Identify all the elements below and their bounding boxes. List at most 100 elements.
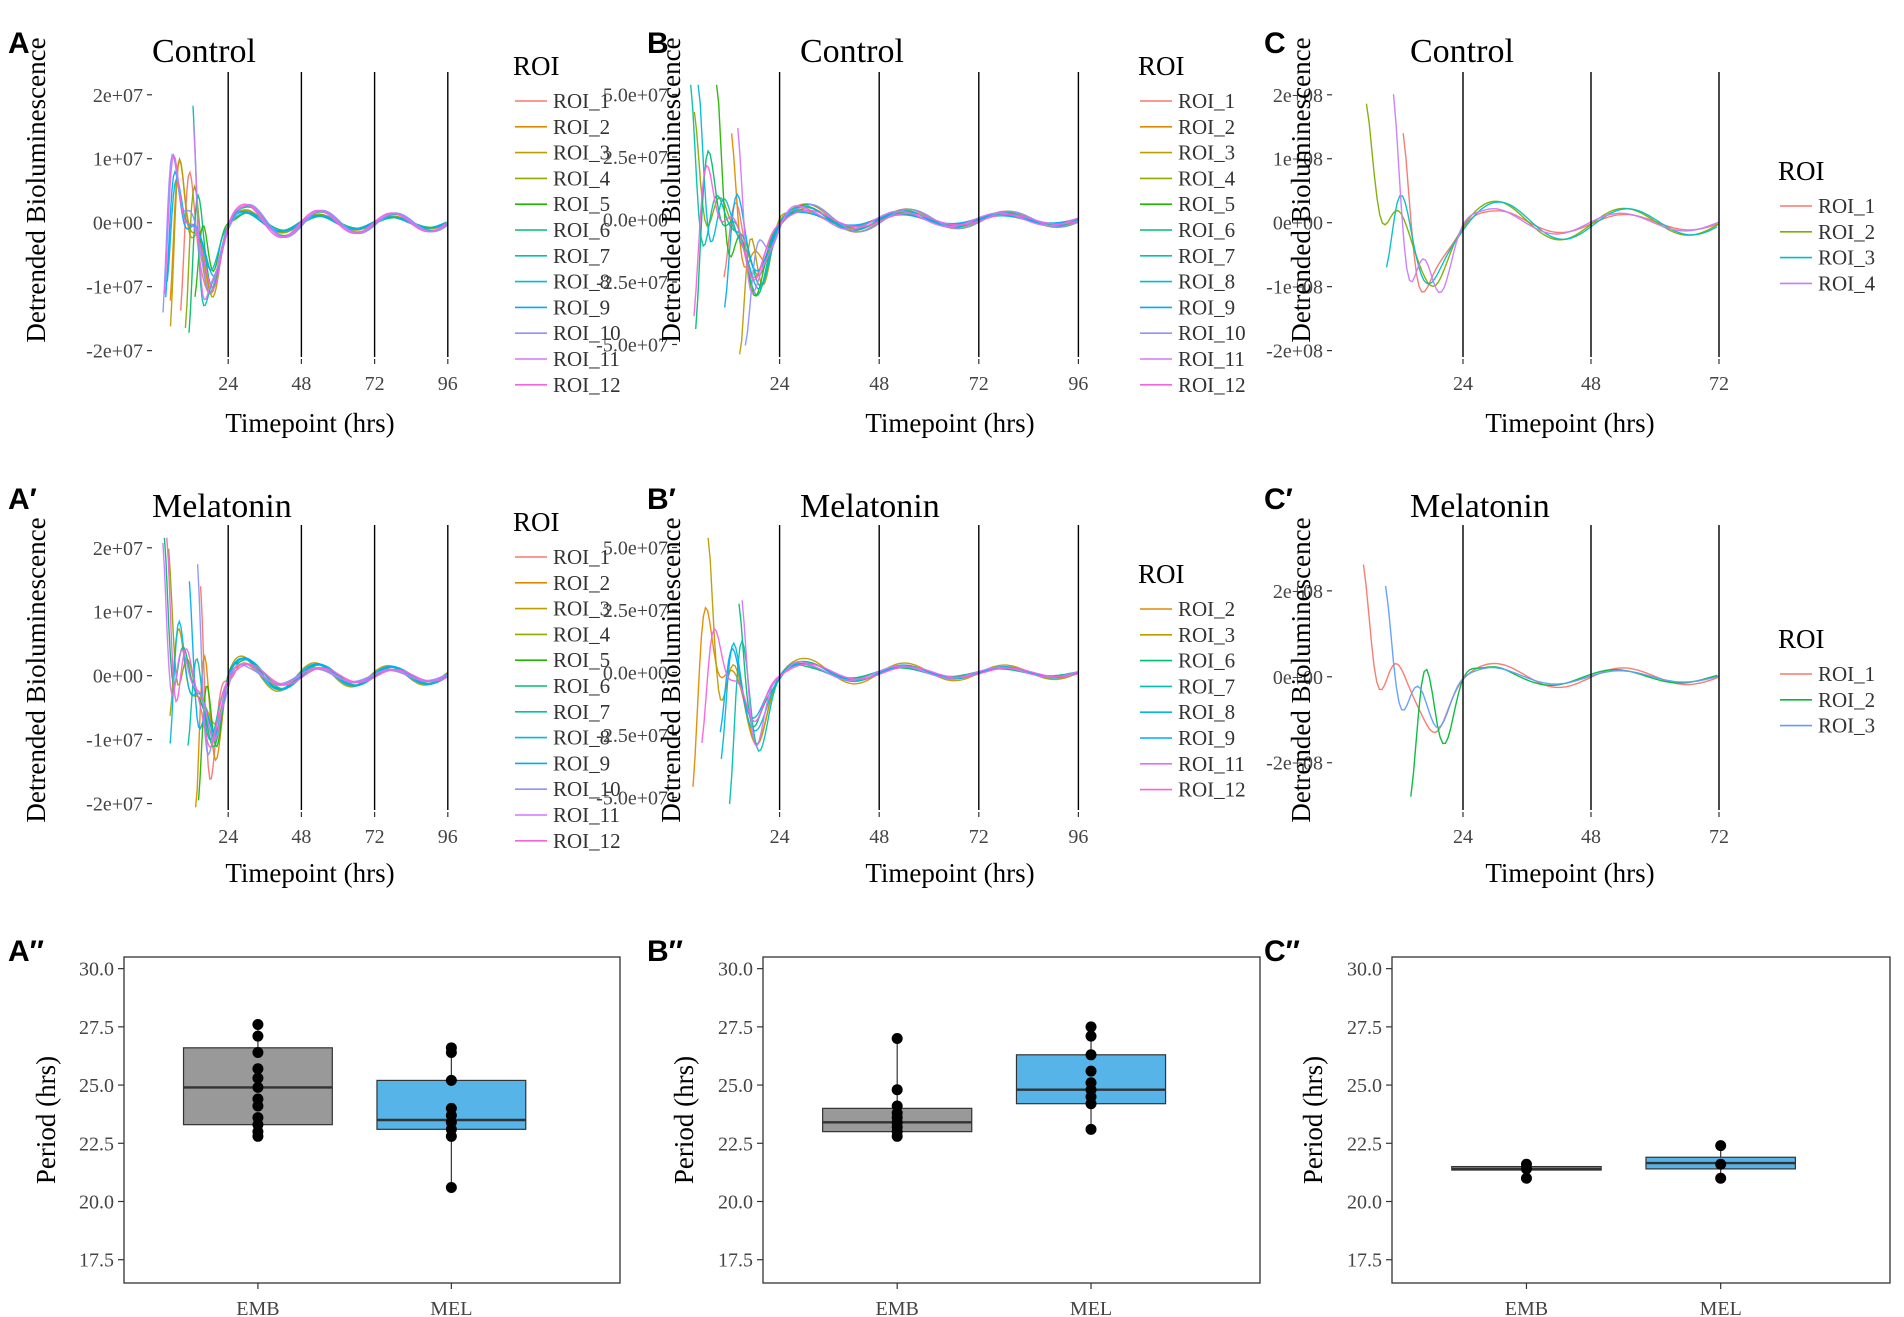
x-tick-label: 48 xyxy=(869,373,889,395)
y-tick-label: 2e+07 xyxy=(93,538,143,560)
series-line-ROI_5 xyxy=(197,658,448,801)
y-tick-label: 20.0 xyxy=(79,1192,114,1214)
data-point xyxy=(1085,1077,1097,1089)
series-line-ROI_3 xyxy=(707,537,1078,745)
y-axis-title: Period (hrs) xyxy=(669,1056,699,1184)
y-axis-title: Detrended Bioluminescence xyxy=(21,517,51,822)
legend-item: ROI_9 xyxy=(553,751,610,775)
legend-item: ROI_2 xyxy=(553,115,610,139)
legend-title: ROI xyxy=(1778,156,1825,186)
panel-4: B′ Melatonin -5.0e+07 -2.5e+07 0.0e+00 2.5e+0… xyxy=(596,483,1246,888)
y-tick-label: 30.0 xyxy=(1347,959,1382,981)
legend: ROIROI_1ROI_2ROI_3ROI_4ROI_5ROI_6ROI_7RO… xyxy=(513,507,621,853)
y-tick-label: 17.5 xyxy=(1347,1250,1382,1272)
series-line-ROI_3 xyxy=(1385,195,1718,285)
plot-frame xyxy=(1391,956,1891,1284)
series-line-ROI_12 xyxy=(163,153,448,295)
series-line-ROI_3 xyxy=(1384,585,1720,729)
series-line-ROI_2 xyxy=(692,606,1078,787)
x-axis-title: Timepoint (hrs) xyxy=(1485,408,1654,438)
y-tick-label: 0e+00 xyxy=(93,666,143,688)
y-tick-label: 17.5 xyxy=(79,1250,114,1272)
data-point xyxy=(445,1182,457,1194)
legend-item: ROI_3 xyxy=(1818,246,1875,270)
legend-item: ROI_1 xyxy=(553,89,610,113)
series-group xyxy=(162,105,449,333)
data-point xyxy=(445,1074,457,1086)
x-tick-label: 96 xyxy=(1068,373,1088,395)
panel-8: C″ 17.5 20.0 22.5 25.0 27.5 30.0 EMB MEL Period (… xyxy=(1264,935,1891,1317)
legend-item: ROI_10 xyxy=(1178,321,1246,345)
y-tick-label: 20.0 xyxy=(718,1192,753,1214)
y-tick-label: 25.0 xyxy=(79,1075,114,1097)
y-tick-label: 22.5 xyxy=(1347,1133,1382,1155)
legend-item: ROI_6 xyxy=(553,674,610,698)
series-group xyxy=(162,537,449,808)
x-tick-label: MEL xyxy=(1070,1298,1112,1317)
x-tick-label: 48 xyxy=(1581,373,1601,395)
legend-item: ROI_7 xyxy=(553,244,610,268)
legend-item: ROI_10 xyxy=(553,321,621,345)
series-line-ROI_8 xyxy=(720,641,1079,759)
legend-item: ROI_2 xyxy=(1178,115,1235,139)
panel-title: Control xyxy=(1410,33,1514,70)
y-axis-title: Period (hrs) xyxy=(1298,1056,1328,1184)
x-tick-label: 48 xyxy=(869,826,889,848)
y-tick-label: 27.5 xyxy=(79,1017,114,1039)
series-line-ROI_10 xyxy=(744,203,1078,346)
series-line-ROI_1 xyxy=(1362,564,1719,734)
y-tick-label: 20.0 xyxy=(1347,1192,1382,1214)
legend-item: ROI_1 xyxy=(1178,89,1235,113)
y-tick-label: -2e+07 xyxy=(86,794,143,816)
series-line-ROI_3 xyxy=(738,206,1079,355)
x-tick-label: 48 xyxy=(291,373,311,395)
panel-1: B Control -5.0e+07 -2.5e+07 0.0e+00 2.5e+07 5.… xyxy=(596,27,1246,438)
y-tick-label: 2e+07 xyxy=(93,85,143,107)
x-axis-title: Timepoint (hrs) xyxy=(865,858,1034,888)
data-point xyxy=(891,1100,903,1112)
y-tick-label: 0e+00 xyxy=(1273,667,1323,689)
y-tick-label: -1e+07 xyxy=(86,730,143,752)
data-point xyxy=(252,1081,264,1093)
legend-item: ROI_6 xyxy=(1178,649,1235,673)
legend-item: ROI_4 xyxy=(553,166,611,190)
y-tick-label: 2.5e+07 xyxy=(603,147,668,169)
y-axis-title: Detrended Bioluminescence xyxy=(1286,517,1316,822)
legend-item: ROI_9 xyxy=(1178,726,1235,750)
legend-item: ROI_8 xyxy=(553,726,610,750)
y-tick-label: 17.5 xyxy=(718,1250,753,1272)
x-tick-label: 72 xyxy=(969,373,989,395)
series-line-ROI_2 xyxy=(730,133,1079,269)
legend-item: ROI_2 xyxy=(1818,688,1875,712)
y-tick-label: 0e+00 xyxy=(93,213,143,235)
legend-item: ROI_1 xyxy=(553,545,610,569)
series-line-ROI_12 xyxy=(166,537,448,748)
y-tick-label: 22.5 xyxy=(718,1133,753,1155)
x-tick-label: 72 xyxy=(365,826,385,848)
x-tick-label: 24 xyxy=(770,373,790,395)
legend-item: ROI_9 xyxy=(553,295,610,319)
y-tick-label: 2e+08 xyxy=(1273,581,1323,603)
data-point xyxy=(1085,1030,1097,1042)
y-axis-title: Detrended Bioluminescence xyxy=(656,517,686,822)
panel-title: Melatonin xyxy=(1410,488,1550,525)
legend-item: ROI_11 xyxy=(553,803,620,827)
panel-title: Control xyxy=(152,33,256,70)
series-line-ROI_2 xyxy=(1365,103,1719,288)
x-tick-label: 24 xyxy=(218,826,238,848)
series-line-ROI_2 xyxy=(169,157,447,301)
x-tick-label: EMB xyxy=(1505,1298,1548,1317)
y-tick-label: -2e+08 xyxy=(1266,753,1323,775)
series-line-ROI_5 xyxy=(194,212,447,297)
legend-item: ROI_8 xyxy=(1178,700,1235,724)
series-group xyxy=(690,84,1079,355)
x-tick-label: 48 xyxy=(291,826,311,848)
panel-0: A Control -2e+07 -1e+07 0e+00 1e+07 2e+07 24 48 7… xyxy=(8,27,621,438)
series-group xyxy=(1362,564,1720,797)
series-group xyxy=(1365,94,1720,294)
legend-item: ROI_1 xyxy=(1818,194,1875,218)
data-point xyxy=(252,1093,264,1105)
panel-3: A′ Melatonin -2e+07 -1e+07 0e+00 1e+07 2e+07 24… xyxy=(8,483,621,888)
panel-label: C xyxy=(1264,27,1286,60)
legend-item: ROI_7 xyxy=(1178,244,1235,268)
